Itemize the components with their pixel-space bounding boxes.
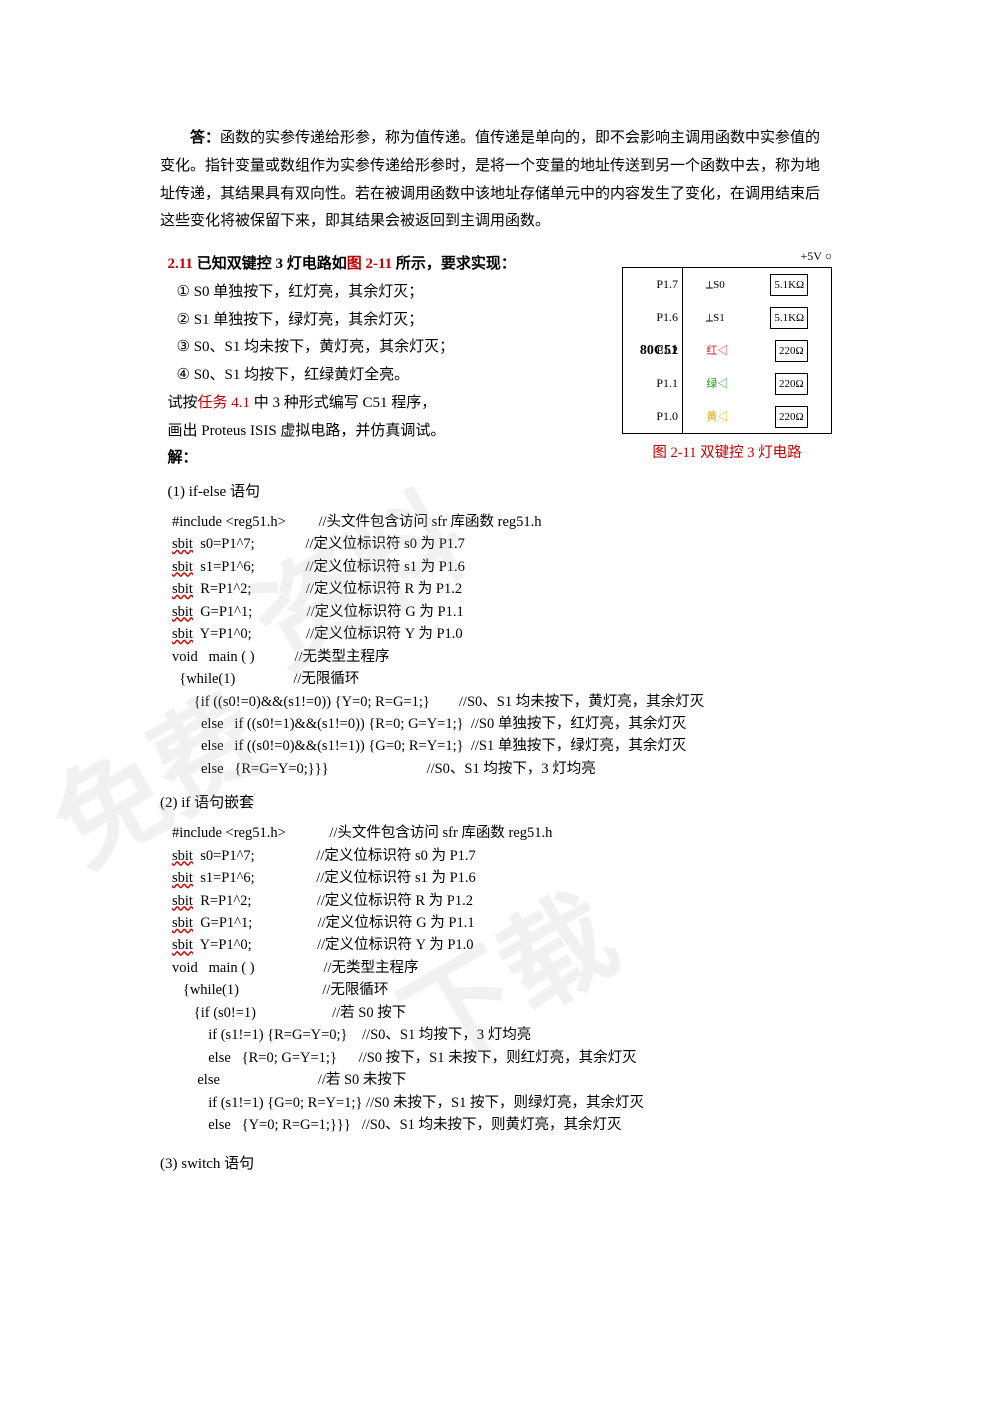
led-red: 红◁ <box>706 341 728 361</box>
code-block-2: #include <reg51.h> //头文件包含访问 sfr 库函数 reg… <box>172 822 832 1137</box>
figure-caption: 图 2-11 双键控 3 灯电路 <box>622 440 832 467</box>
r-led-3: 220Ω <box>775 406 808 428</box>
page: 资料 免费 下载 答：函数的实参传递给形参，称为值传递。值传递是单向的，即不会影… <box>0 0 992 1238</box>
answer-text: 函数的实参传递给形参，称为值传递。值传递是单向的，即不会影响主调用函数中实参值的… <box>160 130 820 229</box>
pin-p17: P1.7 <box>623 268 683 301</box>
answer-paragraph: 答：函数的实参传递给形参，称为值传递。值传递是单向的，即不会影响主调用函数中实参… <box>160 125 832 236</box>
r-led-1: 220Ω <box>775 340 808 362</box>
pin-p11: P1.1 <box>623 367 683 400</box>
circuit-diagram: P1.7 ⟂S0 5.1KΩ P1.6 ⟂S1 5.1KΩ 80C51 P1.2 <box>622 267 832 434</box>
led-yellow: 黄◁ <box>706 407 728 427</box>
answer-label: 答： <box>190 130 220 146</box>
pin-p16: P1.6 <box>623 301 683 334</box>
switch-s1: ⟂S1 <box>706 308 725 328</box>
sec1-label: (1) if-else 语句 <box>168 479 833 507</box>
switch-s0: ⟂S0 <box>706 275 725 295</box>
pin-p12: P1.2 <box>623 334 683 367</box>
sec2-label: (2) if 语句嵌套 <box>160 790 832 818</box>
figure-box: +5V ○ P1.7 ⟂S0 5.1KΩ P1.6 ⟂S1 5.1KΩ 80C5… <box>622 245 832 467</box>
r-pullup-2: 5.1KΩ <box>770 307 808 329</box>
led-green: 绿◁ <box>706 374 728 394</box>
code-block-1: #include <reg51.h> //头文件包含访问 sfr 库函数 reg… <box>172 511 832 781</box>
sec3-label: (3) switch 语句 <box>160 1151 832 1179</box>
vcc-label: +5V ○ <box>622 245 832 267</box>
pin-p10: P1.0 <box>623 400 683 433</box>
r-pullup-1: 5.1KΩ <box>770 274 808 296</box>
r-led-2: 220Ω <box>775 373 808 395</box>
